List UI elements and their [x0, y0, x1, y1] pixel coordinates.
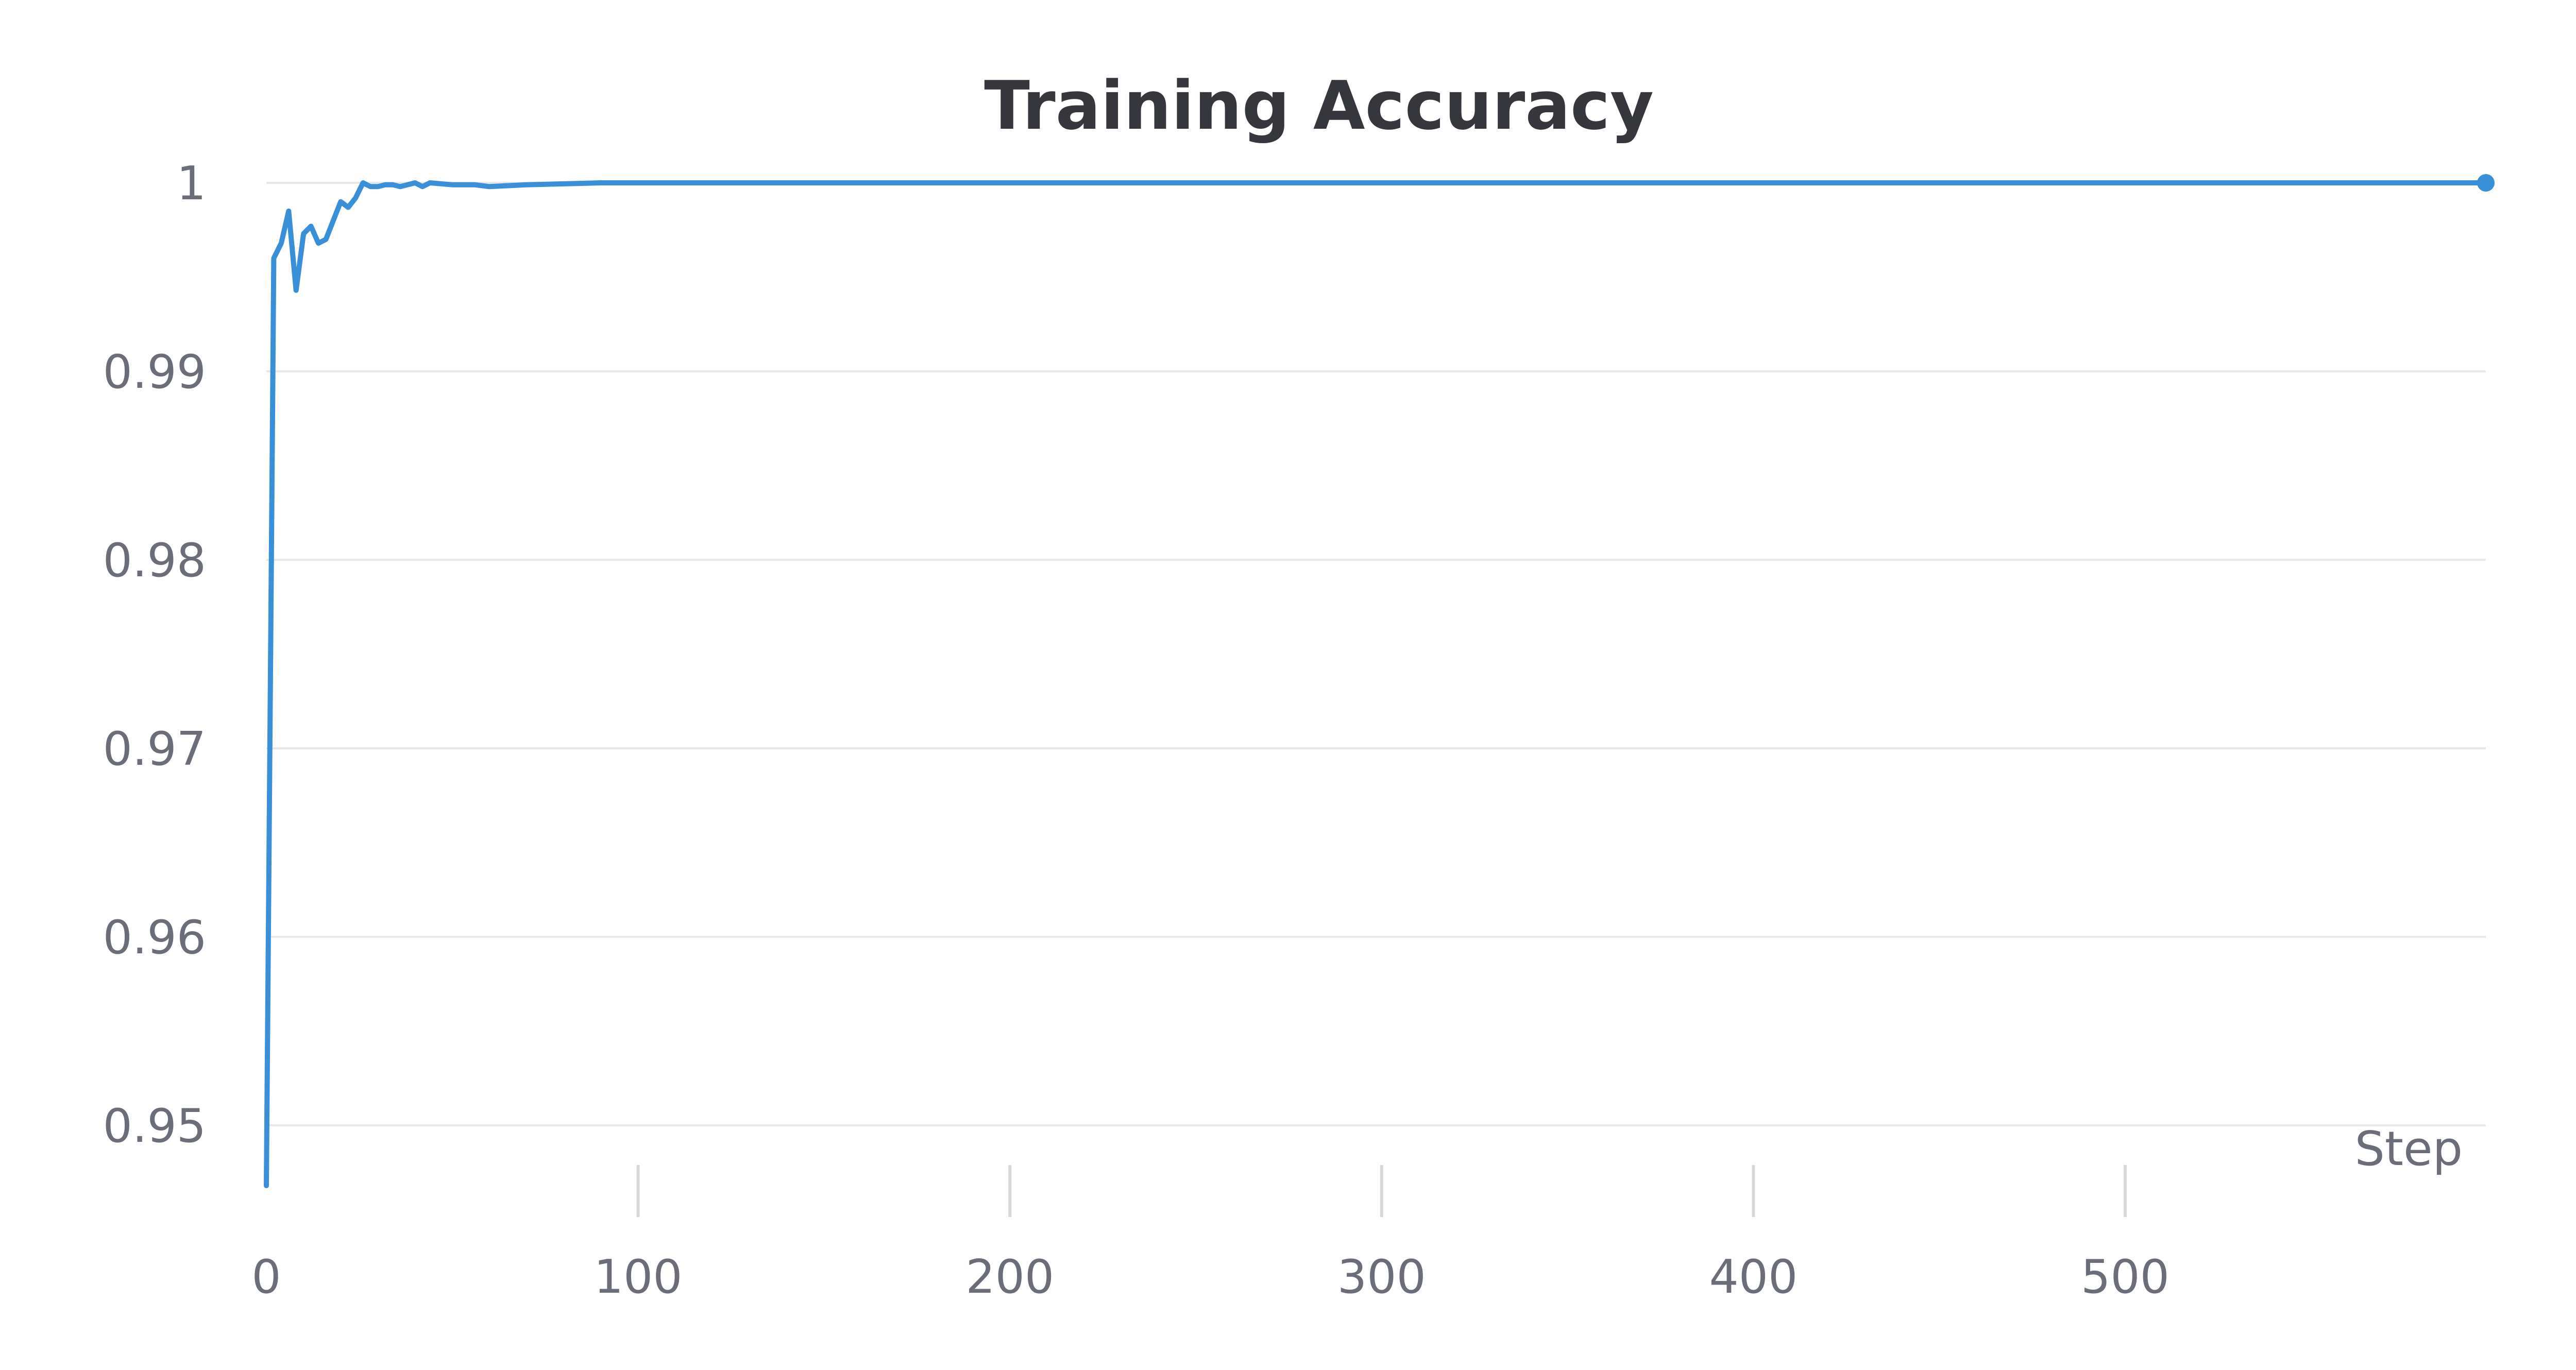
y-tick-label: 1	[177, 157, 206, 211]
series-line	[264, 180, 2488, 1188]
chart-title: Training Accuracy	[984, 66, 1654, 145]
y-axis-ticks: 0.95 0.96 0.97 0.98 0.99 1	[103, 157, 206, 1153]
series-end-point	[2477, 174, 2495, 192]
x-axis-ticks: 0 100 200 300 400 500	[251, 1165, 2170, 1304]
x-axis-label: Step	[2355, 1121, 2463, 1176]
y-tick-label: 0.97	[103, 722, 206, 776]
gridlines	[266, 182, 2486, 1126]
x-tick-label: 100	[594, 1250, 683, 1304]
x-tick-label: 400	[1709, 1250, 1798, 1304]
series-layer	[264, 174, 2495, 1188]
y-tick-label: 0.99	[103, 345, 206, 399]
y-tick-label: 0.95	[103, 1099, 206, 1153]
x-tick-label: 200	[965, 1250, 1054, 1304]
x-tick-label: 500	[2081, 1250, 2170, 1304]
y-tick-label: 0.98	[103, 534, 206, 588]
x-tick-label: 0	[251, 1250, 281, 1304]
x-tick-label: 300	[1337, 1250, 1426, 1304]
y-tick-label: 0.96	[103, 911, 206, 965]
